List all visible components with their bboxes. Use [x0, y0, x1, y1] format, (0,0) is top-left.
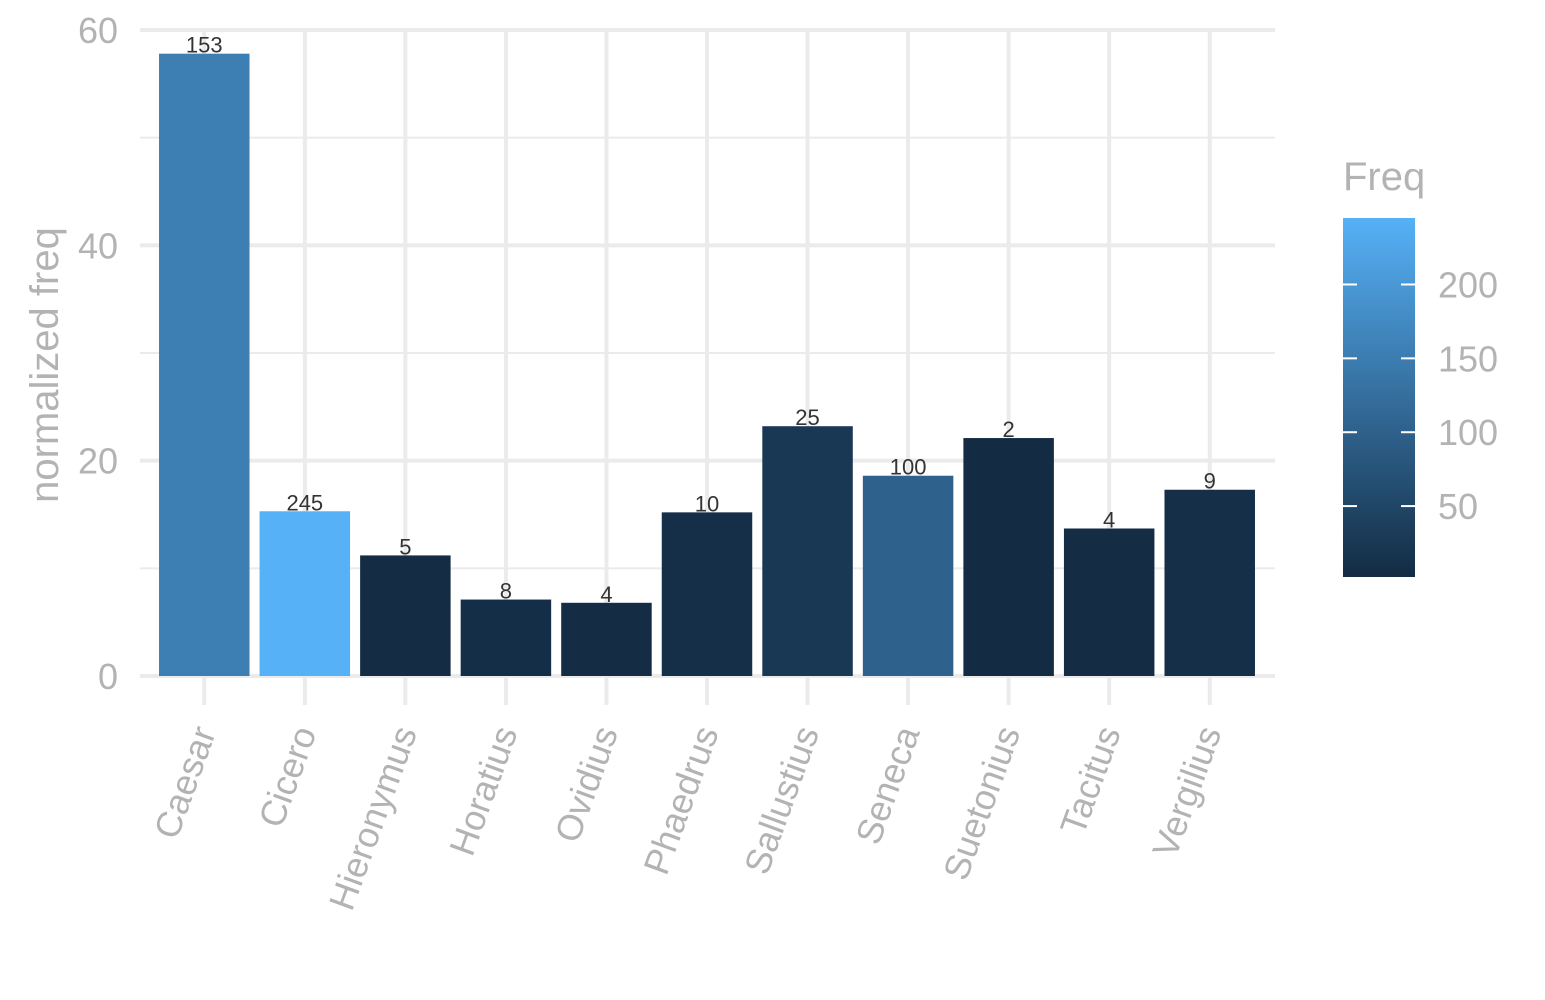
x-tick-label: Suetonius	[935, 721, 1028, 885]
bar-value-label: 9	[1204, 469, 1216, 494]
bar-value-label: 5	[399, 534, 411, 559]
x-tick-label: Caesar	[146, 721, 224, 844]
legend-title: Freq	[1343, 155, 1425, 199]
x-tick-label: Vergilius	[1144, 721, 1229, 863]
x-tick-label: Ovidius	[546, 721, 626, 848]
x-tick-label: Horatius	[441, 721, 525, 861]
bar-value-label: 4	[1103, 507, 1115, 532]
y-axis-ticks: 0 20 40 60	[78, 10, 118, 697]
bar-caesar	[159, 53, 250, 677]
color-legend: Freq 50 100 150 200	[1343, 155, 1498, 577]
x-tick-label: Tacitus	[1052, 721, 1129, 840]
bar-suetonius	[963, 438, 1054, 676]
bar-sallustius	[762, 426, 853, 676]
y-tick-label: 40	[78, 225, 118, 266]
bar-seneca	[862, 475, 954, 676]
y-tick-label: 60	[78, 10, 118, 51]
bar-value-label: 25	[795, 405, 819, 430]
bar-hieronymus	[360, 555, 451, 676]
legend-tick-label: 100	[1438, 412, 1498, 453]
bars	[159, 53, 1255, 677]
x-tick-label: Cicero	[250, 721, 324, 833]
x-tick-label: Hieronymus	[321, 721, 425, 916]
bar-value-label: 100	[890, 455, 927, 480]
bar-value-label: 153	[186, 33, 223, 58]
y-tick-label: 20	[78, 441, 118, 482]
legend-ticks: 50 100 150 200	[1343, 264, 1498, 527]
bar-tacitus	[1063, 528, 1155, 676]
legend-color-bar	[1343, 218, 1415, 577]
x-tick-label: Sallustius	[736, 721, 827, 880]
bar-value-label: 2	[1003, 417, 1015, 442]
legend-tick-label: 150	[1438, 338, 1498, 379]
x-tick-label: Phaedrus	[635, 721, 726, 880]
bar-value-label: 10	[695, 491, 719, 516]
bar-vergilius	[1164, 489, 1255, 676]
bar-value-label: 4	[600, 582, 612, 607]
bar-horatius	[460, 599, 552, 676]
y-axis-title: normalized freq	[23, 227, 67, 503]
y-tick-label: 0	[98, 656, 118, 697]
bar-value-label: 245	[286, 490, 323, 515]
bar-cicero	[259, 511, 351, 676]
x-tick-label: Seneca	[847, 720, 928, 850]
legend-tick-label: 50	[1438, 486, 1478, 527]
bar-value-label: 8	[500, 579, 512, 604]
bar-phaedrus	[661, 512, 753, 676]
bar-value-labels: 153 245 5 8 4 10 25 100 2 4 9	[186, 33, 1216, 607]
bar-ovidius	[561, 602, 652, 676]
legend-tick-label: 200	[1438, 264, 1498, 305]
